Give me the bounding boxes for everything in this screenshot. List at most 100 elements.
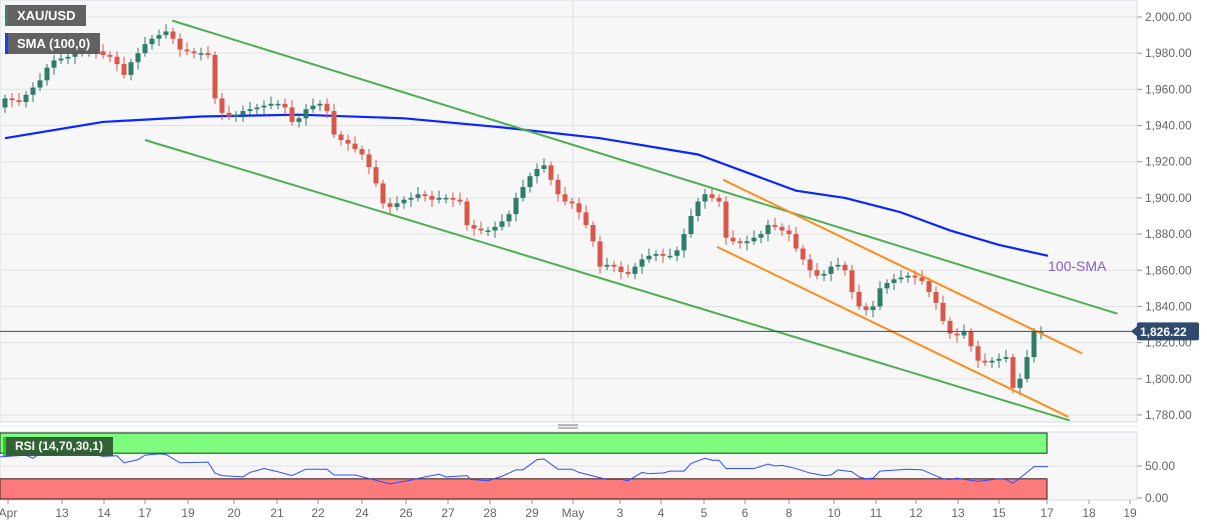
y-tick-label: 1,800.00 [1145, 372, 1192, 386]
rsi-overbought-zone [0, 432, 1048, 454]
rsi-path [0, 451, 1048, 485]
candle-up [513, 197, 519, 215]
candle-down [793, 234, 799, 249]
rsi-tick-label: 50.00 [1145, 459, 1175, 473]
price-axis[interactable]: 2,000.00 1,980.00 1,960.00 1,940.00 1,920.00… [1137, 10, 1192, 422]
y-tick-label: 1,940.00 [1145, 119, 1192, 133]
instrument-legend[interactable]: XAU/USD [5, 5, 86, 26]
candle-down [583, 212, 589, 226]
x-tick-label: 24 [355, 506, 369, 520]
rsi-legend[interactable]: RSI (14,70,30,1) [3, 437, 114, 456]
candle-up [72, 53, 78, 57]
candle-down [968, 331, 974, 347]
candle-up [821, 273, 827, 276]
candle-up [23, 94, 29, 103]
price-pane-background [0, 0, 1138, 423]
rsi-axis: 50.00 0.00 [1137, 459, 1175, 505]
candle-down [464, 201, 470, 226]
candle-down [121, 64, 127, 75]
last-price-label: 1,826.22 [1140, 325, 1187, 339]
candle-down [170, 31, 176, 39]
rsi-oversold-zone [0, 478, 1048, 500]
x-tick-label: 26 [399, 506, 413, 520]
candle-down [786, 230, 792, 235]
candle-up [1031, 331, 1037, 358]
x-tick-label: 14 [97, 506, 111, 520]
candle-up [604, 264, 610, 267]
candle-up [303, 109, 309, 119]
candle-up [128, 62, 134, 75]
candle-up [1024, 357, 1030, 379]
candle-down [282, 103, 288, 108]
candle-down [359, 149, 365, 155]
candle-down [723, 201, 729, 238]
candle-up [758, 234, 764, 238]
candle-up [492, 226, 498, 231]
candle-down [982, 360, 988, 363]
y-tick-label: 1,960.00 [1145, 82, 1192, 96]
candle-up [394, 203, 400, 207]
pane-resize-handle[interactable] [0, 424, 1137, 429]
x-tick-label: 13 [55, 506, 69, 520]
candle-down [856, 291, 862, 307]
candle-up [744, 241, 750, 244]
candle-down [107, 54, 113, 57]
y-tick-label: 1,920.00 [1145, 155, 1192, 169]
time-axis[interactable]: Apr 13 14 17 19 20 21 22 24 26 27 28 29 May 3 4 5 6 8 10 11 1… [0, 500, 1137, 520]
green-channel-line [144, 139, 1070, 422]
candle-up [296, 118, 302, 122]
candle-down [569, 201, 575, 204]
rsi-tick-label: 0.00 [1145, 491, 1169, 505]
candle-down [807, 259, 813, 271]
x-tick-label: 17 [1040, 506, 1054, 520]
candle-up [261, 105, 267, 108]
candle-up [891, 279, 897, 283]
candle-down [352, 143, 358, 150]
orange-channel-line [722, 178, 1083, 355]
rsi-zones [0, 432, 1137, 500]
candle-down [863, 306, 869, 311]
candle-up [37, 80, 43, 88]
candle-up [268, 103, 274, 106]
candle-up [58, 58, 64, 61]
x-tick-label: 11 [870, 506, 883, 520]
candle-down [716, 197, 722, 202]
candle-down [625, 272, 631, 274]
candle-down [345, 140, 351, 144]
candle-up [961, 331, 967, 336]
green-channel-line [172, 19, 1118, 315]
candle-up [233, 114, 239, 117]
x-tick-label: 20 [227, 506, 241, 520]
candle-down [422, 194, 428, 197]
candle-up [534, 168, 540, 177]
x-tick-label: 27 [441, 506, 455, 520]
candle-down [324, 103, 330, 112]
candle-down [660, 253, 666, 256]
candle-down [548, 165, 554, 180]
candle-down [387, 203, 393, 207]
candle-up [506, 214, 512, 222]
candle-down [611, 264, 617, 267]
candle-down [919, 277, 925, 282]
candles [2, 24, 1044, 396]
candle-down [933, 291, 939, 303]
candle-down [478, 228, 484, 231]
x-tick-label: Apr [0, 506, 17, 520]
candle-down [590, 225, 596, 242]
candle-down [954, 333, 960, 336]
candle-up [499, 221, 505, 227]
x-tick-label: 15 [992, 506, 1006, 520]
candle-up [1003, 357, 1009, 359]
candle-up [149, 38, 155, 45]
x-tick-label: 17 [138, 506, 152, 520]
sma-legend[interactable]: SMA (100,0) [5, 33, 101, 54]
x-tick-label: May [562, 506, 585, 520]
candle-up [436, 197, 442, 200]
candle-up [310, 105, 316, 110]
x-tick-label: 19 [1123, 506, 1137, 520]
candle-up [751, 237, 757, 242]
candle-down [366, 154, 372, 168]
y-tick-label: 1,780.00 [1145, 408, 1192, 422]
candle-down [114, 56, 120, 65]
candle-down [212, 54, 218, 99]
